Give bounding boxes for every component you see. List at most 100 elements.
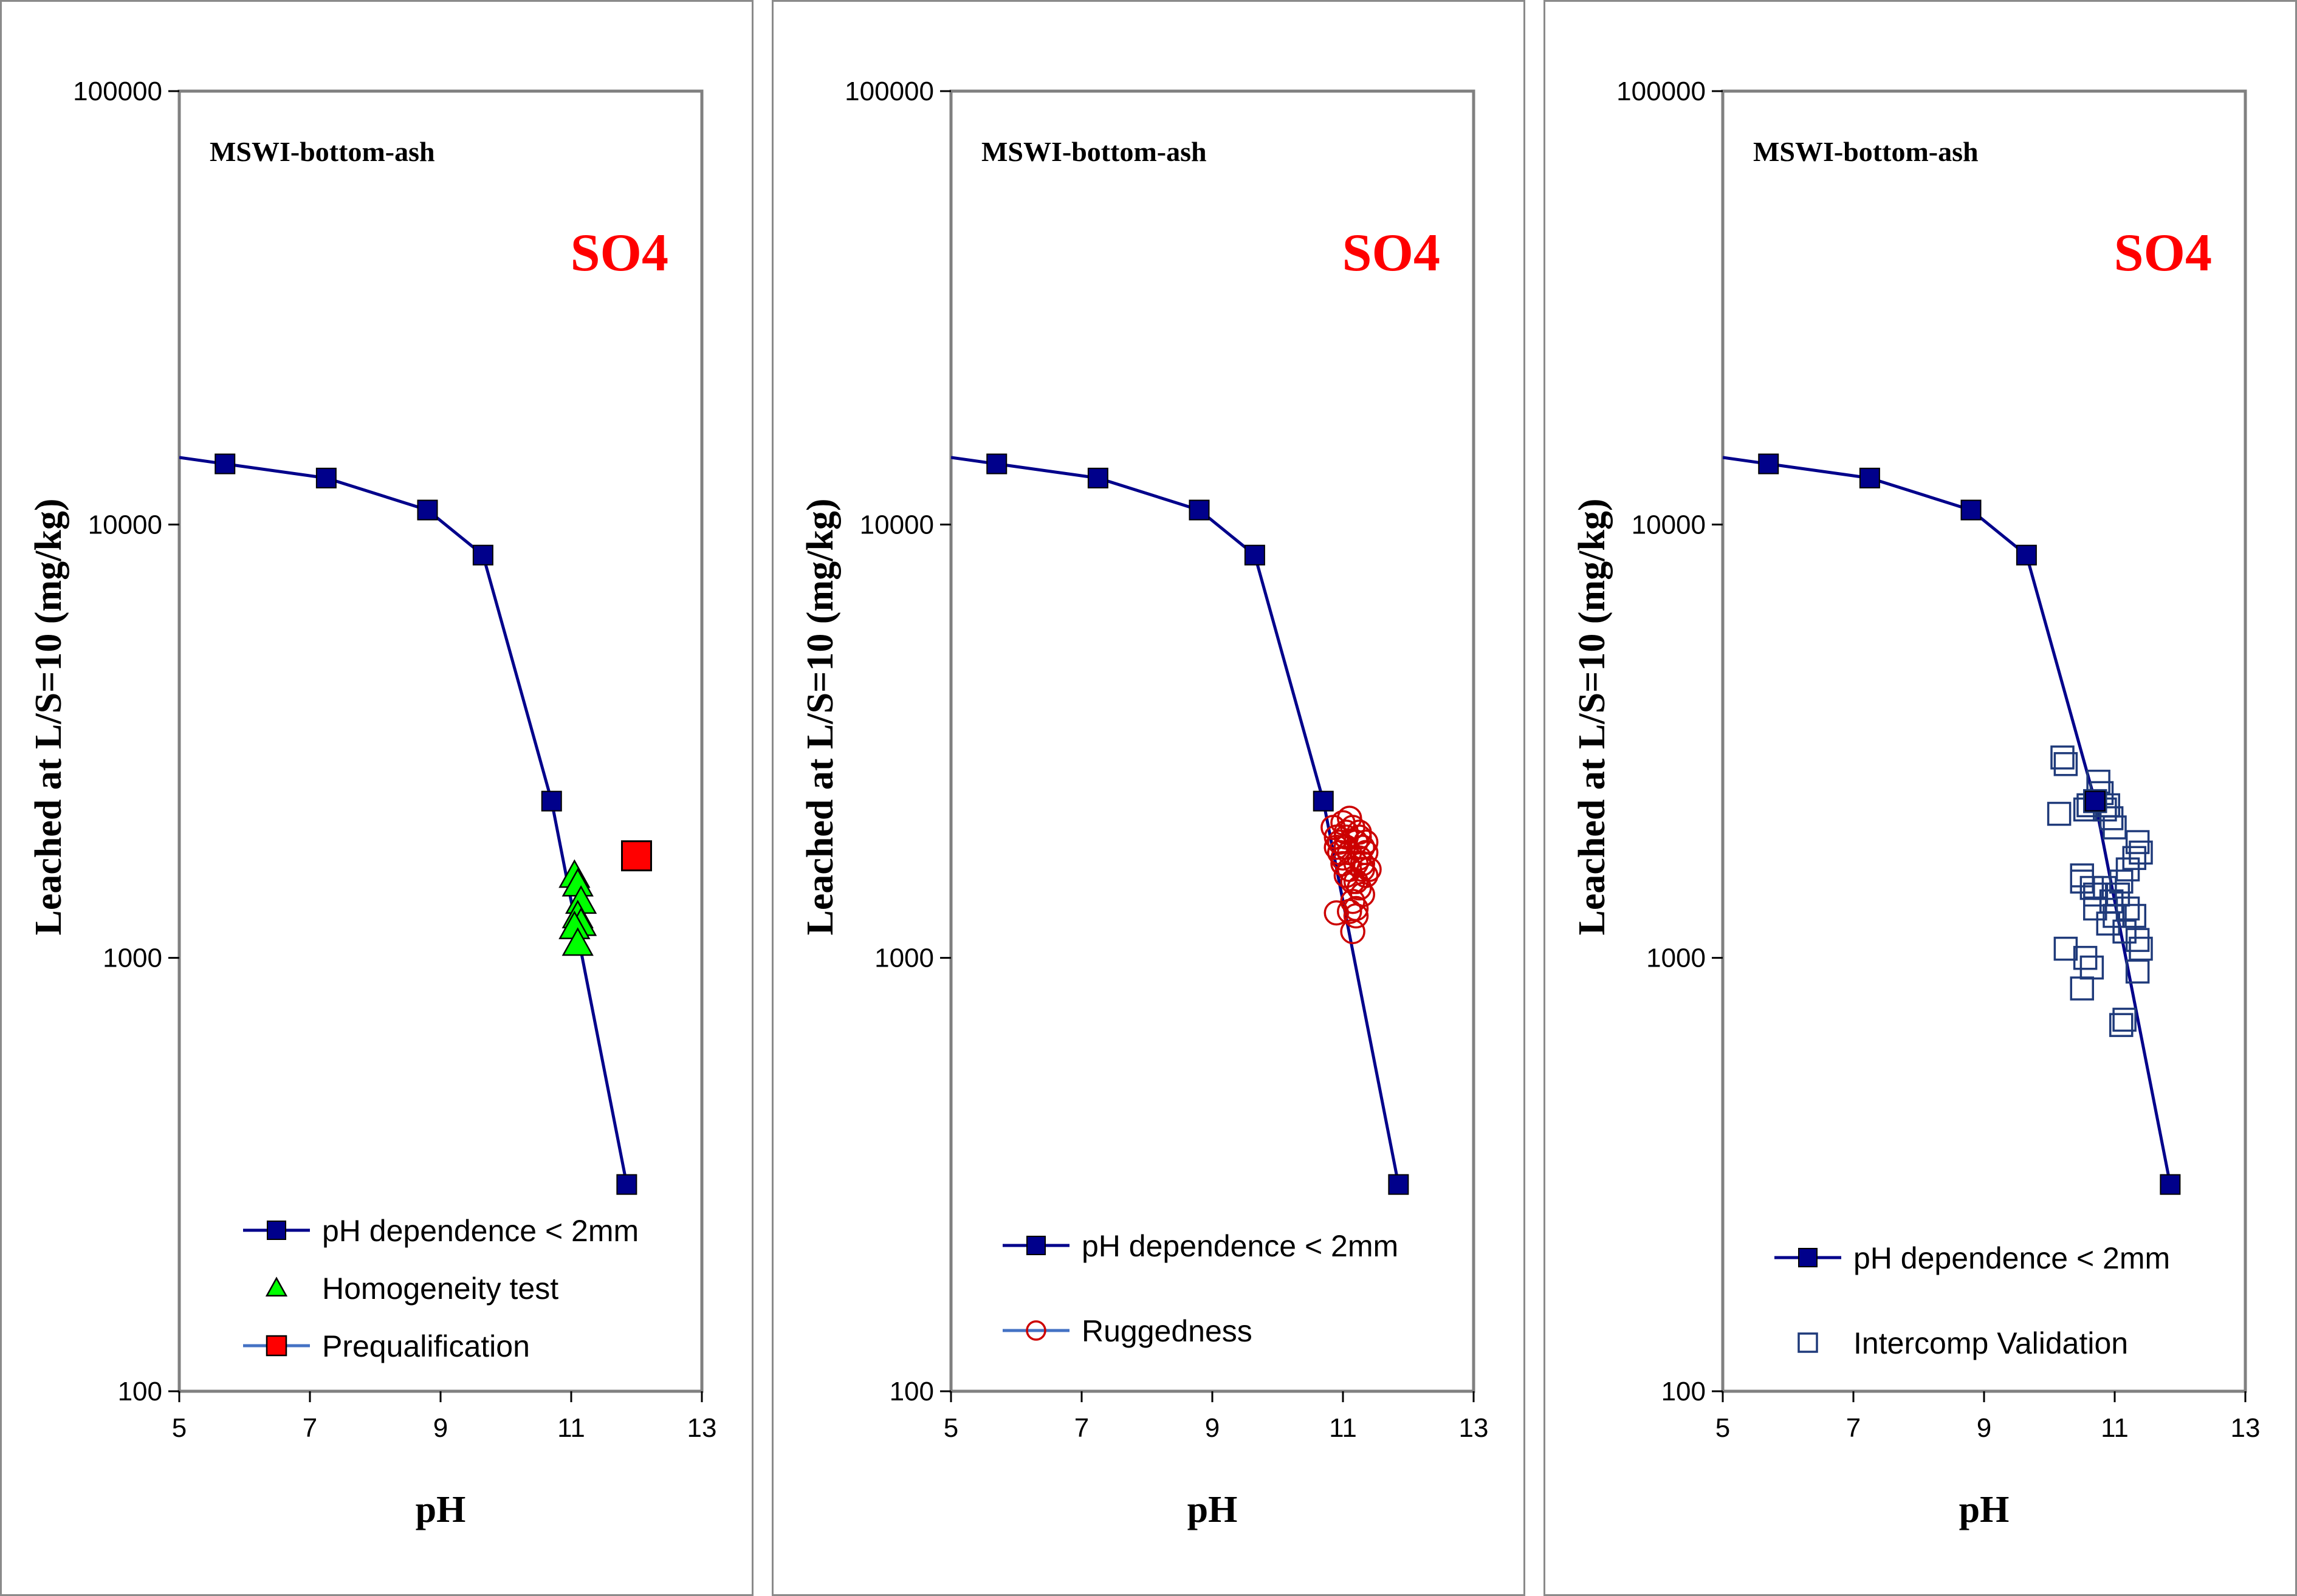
ruggedness-point [1343, 903, 1369, 929]
chart-svg: 5 7 9 11 13 100 1000 10000 100000 pH Leached at L/… [772, 0, 1525, 1596]
x-tick-label: 7 [1846, 1413, 1861, 1443]
chart-svg: 5 7 9 11 13 100 1000 10000 100000 pH Leached at L/… [1543, 0, 2297, 1596]
intercomp-point [2050, 745, 2075, 770]
y-tick-label: 1000 [103, 944, 162, 973]
plot-area [949, 89, 1475, 1393]
intercomp-point [2047, 801, 2072, 826]
chart-svg: 5 7 9 11 13 100 1000 10000 100000 pH Leached at L/… [0, 0, 754, 1596]
prequalification-point [621, 840, 652, 872]
ph-dependence-point [1189, 499, 1210, 521]
intercomp-point [2115, 896, 2140, 921]
intercomp-point [2079, 875, 2104, 900]
species-label: SO4 [2114, 224, 2212, 283]
y-tick-label: 1000 [1646, 944, 1706, 973]
x-tick-label: 9 [1205, 1413, 1220, 1443]
ruggedness-point [1347, 820, 1372, 845]
legend-entry: pH dependence < 2mm [1774, 1241, 2170, 1275]
y-axis-title: Leached at L/S=10 (mg/kg) [800, 498, 841, 935]
x-tick-label: 5 [944, 1413, 958, 1443]
y-tick-label: 100 [890, 1377, 934, 1406]
ruggedness-point [1340, 919, 1365, 945]
legend-marker [267, 1221, 286, 1240]
y-tick-label: 10000 [88, 510, 162, 539]
intercomp-point [2099, 806, 2124, 831]
legend-label: pH dependence < 2mm [1082, 1229, 1398, 1263]
ph-dependence-point [1244, 544, 1265, 566]
intercomp-point [2109, 869, 2134, 894]
intercomp-point [2053, 936, 2078, 961]
species-label: SO4 [571, 224, 668, 283]
ph-dependence-point [1960, 499, 1982, 521]
intercomp-point [2129, 840, 2153, 865]
x-tick-label: 11 [557, 1413, 585, 1443]
data-layer [951, 453, 1409, 1195]
legend-entry: Homogeneity test [265, 1272, 558, 1306]
sample-label: MSWI-bottom-ash [1753, 136, 1979, 167]
intercomp-point [2125, 928, 2150, 952]
plot-area [1721, 89, 2247, 1393]
ruggedness-point [1333, 824, 1359, 850]
legend-label: Ruggedness [1082, 1314, 1252, 1348]
intercomp-point [2070, 863, 2094, 888]
chart-panel-1: 5 7 9 11 13 100 1000 10000 100000 pH Leached at L/… [0, 0, 754, 1596]
legend-label: Intercomp Validation [1853, 1326, 2128, 1360]
legend-label: pH dependence < 2mm [322, 1214, 639, 1248]
ph-dependence-point [215, 453, 236, 474]
x-tick-label: 9 [1977, 1413, 1991, 1443]
legend-marker [1026, 1236, 1046, 1255]
legend-entry: pH dependence < 2mm [243, 1214, 639, 1248]
y-axis-title: Leached at L/S=10 (mg/kg) [1571, 498, 1613, 935]
legend-marker [266, 1335, 287, 1357]
homogeneity-point [561, 927, 594, 956]
x-tick-label: 13 [2231, 1413, 2261, 1443]
data-layer [179, 453, 652, 1195]
ph-dependence-point [2084, 790, 2106, 812]
ph-dependence-point [1859, 467, 1880, 488]
x-axis-title: pH [1187, 1489, 1238, 1530]
legend-marker [1026, 1320, 1046, 1341]
x-axis-title: pH [1959, 1489, 2010, 1530]
ph-dependence-point [417, 499, 438, 521]
y-axis-title: Leached at L/S=10 (mg/kg) [28, 498, 69, 935]
y-tick-label: 100000 [1616, 77, 1706, 106]
ph-dependence-point [472, 544, 493, 566]
y-tick-label: 100 [118, 1377, 162, 1406]
chart-panel-2: 5 7 9 11 13 100 1000 10000 100000 pH Leached at L/… [772, 0, 1525, 1596]
intercomp-point [2112, 919, 2137, 944]
legend-entry: Intercomp Validation [1797, 1326, 2128, 1360]
legend-entry: pH dependence < 2mm [1003, 1229, 1398, 1263]
intercomp-point [2083, 789, 2107, 813]
intercomp-point [2103, 903, 2127, 928]
ph-dependence-point [541, 790, 562, 812]
intercomp-point [2115, 857, 2140, 882]
y-tick-label: 100 [1661, 1377, 1706, 1406]
y-tick-label: 10000 [1632, 510, 1706, 539]
legend-entry: Prequalification [243, 1329, 530, 1363]
intercomp-point [2103, 815, 2127, 840]
ph-dependence-point [616, 1174, 637, 1195]
legend-label: Prequalification [322, 1329, 530, 1363]
ruggedness-point [1324, 900, 1349, 926]
ruggedness-point [1347, 845, 1372, 871]
intercomp-point [2112, 1007, 2137, 1032]
ph-dependence-point [2160, 1174, 2181, 1195]
ruggedness-point [1330, 851, 1356, 877]
x-tick-label: 5 [172, 1413, 187, 1443]
x-tick-label: 7 [1074, 1413, 1089, 1443]
intercomp-point [2093, 875, 2117, 900]
ph-dependence-point [315, 467, 337, 488]
x-tick-label: 13 [1459, 1413, 1489, 1443]
sample-label: MSWI-bottom-ash [210, 136, 435, 167]
y-tick-label: 100000 [73, 77, 162, 106]
intercomp-point [2099, 889, 2124, 914]
x-tick-label: 11 [1329, 1413, 1357, 1443]
y-tick-label: 1000 [874, 944, 934, 973]
x-tick-label: 5 [1715, 1413, 1730, 1443]
intercomp-point [2125, 959, 2150, 984]
legend-marker [265, 1276, 288, 1297]
x-axis-title: pH [416, 1489, 466, 1530]
data-layer [1723, 453, 2181, 1195]
legend-marker [1797, 1332, 1818, 1353]
x-tick-label: 11 [2101, 1413, 2129, 1443]
legend-entry: Ruggedness [1003, 1314, 1252, 1348]
